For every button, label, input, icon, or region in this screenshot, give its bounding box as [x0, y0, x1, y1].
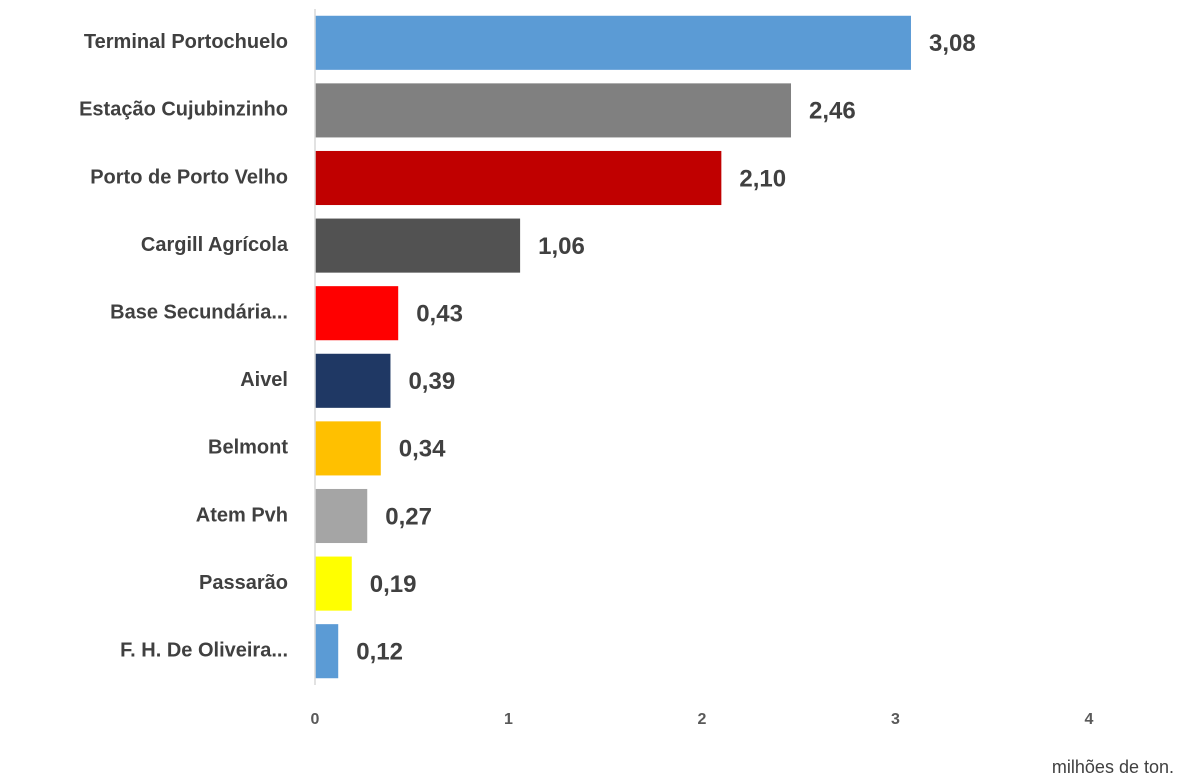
bar	[315, 488, 368, 544]
bar	[315, 15, 911, 70]
value-label: 2,10	[739, 165, 786, 192]
bar	[315, 556, 352, 611]
value-label: 0,43	[416, 301, 463, 328]
y-tick-label: Belmont	[208, 437, 288, 459]
value-label: 0,12	[356, 639, 403, 666]
x-tick-label: 0	[311, 711, 320, 728]
y-tick-label: F. H. De Oliveira...	[120, 639, 288, 661]
y-tick-label: Atem Pvh	[196, 504, 288, 526]
value-label: 0,19	[370, 571, 417, 598]
bar	[315, 421, 381, 476]
y-tick-label: Base Secundária...	[110, 301, 288, 323]
value-label: 0,27	[385, 503, 432, 530]
value-label: 3,08	[929, 30, 976, 57]
y-tick-label: Porto de Porto Velho	[90, 166, 288, 188]
y-tick-label: Terminal Portochuelo	[84, 31, 288, 53]
x-axis-label: milhões de ton.	[1052, 757, 1174, 777]
bar	[315, 150, 722, 206]
y-tick-label: Aivel	[240, 369, 288, 391]
x-tick-label: 2	[698, 711, 707, 728]
bar	[315, 218, 521, 273]
value-label: 0,39	[408, 368, 455, 395]
x-tick-label: 3	[891, 711, 900, 728]
x-tick-label: 1	[504, 711, 513, 728]
bar	[315, 353, 391, 408]
bar	[315, 286, 399, 341]
bar	[315, 624, 339, 679]
y-tick-label: Passarão	[199, 572, 288, 594]
y-tick-label: Estação Cujubinzinho	[79, 99, 288, 121]
value-label: 1,06	[538, 233, 585, 260]
x-tick-label: 4	[1085, 711, 1094, 728]
value-label: 0,34	[399, 436, 446, 463]
y-tick-label: Cargill Agrícola	[141, 234, 289, 256]
bar	[315, 83, 792, 138]
value-label: 2,46	[809, 98, 856, 125]
